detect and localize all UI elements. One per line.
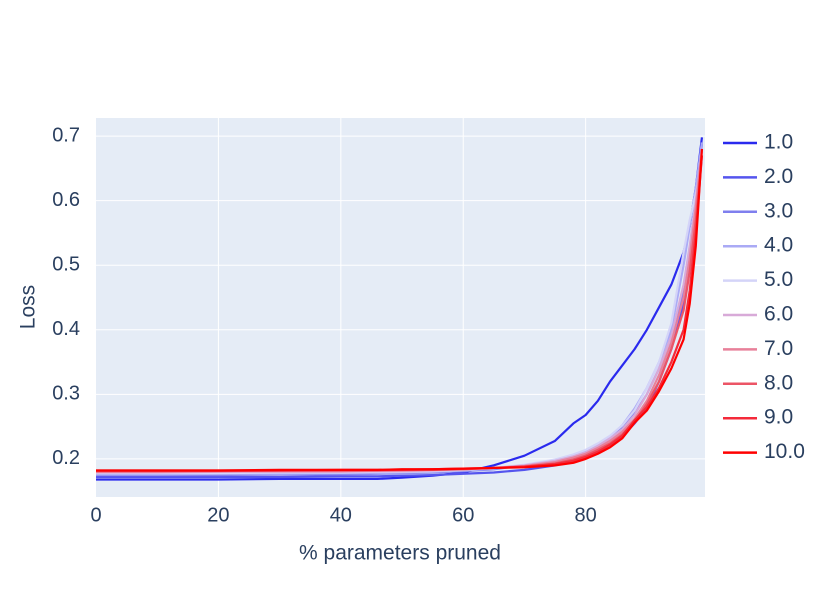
x-tick-label: 0 <box>90 504 101 526</box>
legend-text: 8.0 <box>764 371 793 394</box>
x-tick-label: 60 <box>452 504 474 526</box>
legend-text: 4.0 <box>764 234 793 257</box>
legend-text: 9.0 <box>764 406 793 429</box>
y-tick-label: 0.2 <box>52 447 80 469</box>
y-tick-label: 0.3 <box>52 383 80 405</box>
data-line <box>96 137 704 481</box>
legend-text: 5.0 <box>764 268 793 291</box>
y-tick-label: 0.4 <box>52 318 80 340</box>
plot-area <box>96 118 705 497</box>
y-axis-title: Loss <box>17 285 40 329</box>
legend-text: 10.0 <box>764 440 805 463</box>
legend-text: 1.0 <box>764 131 793 154</box>
legend-text: 2.0 <box>764 165 793 188</box>
x-tick-label: 20 <box>207 504 229 526</box>
y-tick-label: 0.6 <box>52 189 80 211</box>
x-tick-label: 80 <box>575 504 597 526</box>
legend-text: 6.0 <box>764 303 793 326</box>
x-axis-title: % parameters pruned <box>299 542 501 565</box>
legend-text: 3.0 <box>764 199 793 222</box>
legend-text: 7.0 <box>764 337 793 360</box>
y-tick-label: 0.7 <box>52 124 80 146</box>
data-line <box>96 148 704 472</box>
y-tick-label: 0.5 <box>52 253 80 275</box>
x-tick-label: 40 <box>330 504 352 526</box>
